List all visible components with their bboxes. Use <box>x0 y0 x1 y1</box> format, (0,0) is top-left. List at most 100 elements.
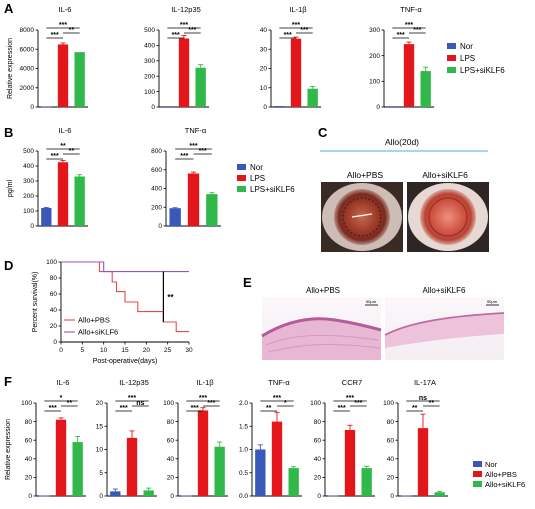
significance-label: *** <box>59 22 67 29</box>
bar-nor <box>41 106 52 108</box>
chart-title: IL-6 <box>57 378 70 387</box>
y-tick-label: 2000 <box>20 85 35 92</box>
bar-lps-siklf6 <box>206 194 218 226</box>
y-tick-label: 400 <box>23 163 34 170</box>
chart-title: IL-6 <box>59 5 72 14</box>
chart-title: IL-1β <box>289 5 307 14</box>
bar-allo-pbs <box>55 419 67 496</box>
bar-lps <box>403 44 415 107</box>
y-tick-label: 0 <box>317 493 321 500</box>
x-axis-label: Post-operative(days) <box>93 358 158 365</box>
bar-lps <box>290 38 302 107</box>
y-tick-label: 300 <box>144 58 155 65</box>
y-tick-label: 400 <box>144 43 155 50</box>
y-tick-label: 60 <box>314 437 322 444</box>
y-tick-label: 15 <box>96 423 104 430</box>
significance-label: *** <box>338 405 346 412</box>
chart-title: IL-12p35 <box>171 5 201 14</box>
bar-allo-siklf6 <box>72 442 83 496</box>
legend-panel-f: Nor Allo+PBS Allo+siKLF6 <box>473 460 525 489</box>
y-tick-label: 20 <box>167 475 175 482</box>
bar-allo-siklf6 <box>214 446 225 496</box>
y-tick-label: 40 <box>260 27 268 34</box>
significance-label: *** <box>51 153 59 160</box>
chart-title: IL-17A <box>414 378 436 387</box>
y-axis-label: Percent survival(%) <box>32 272 39 333</box>
y-tick-label: 0 <box>263 104 267 111</box>
significance-label: *** <box>172 32 180 39</box>
legend-label-nor: Nor <box>460 42 473 51</box>
legend-label-allo-pbs: Allo+PBS <box>485 470 517 479</box>
histology-pbs-tissue <box>262 318 381 360</box>
y-tick-label: 20 <box>96 400 104 407</box>
significance-label: * <box>284 400 287 407</box>
legend-swatch-allo-pbs <box>473 471 482 477</box>
panel-letter-b: B <box>4 125 13 140</box>
bar-allo-pbs <box>344 429 356 496</box>
significance-label: ** <box>60 143 66 150</box>
bar-allo-pbs <box>271 421 283 496</box>
y-tick-label: 200 <box>369 53 380 60</box>
significance-label: *** <box>346 395 354 402</box>
significance-label: *** <box>292 22 300 29</box>
y-tick-label: 10 <box>96 447 104 454</box>
bar-lps <box>178 38 190 107</box>
histology-pbs-epithelium <box>261 317 382 338</box>
legend-swatch-allo-siklf6 <box>473 481 482 487</box>
x-tick-label: 5 <box>81 347 85 354</box>
y-tick-label: 1.5 <box>239 423 248 430</box>
significance-label: ** <box>167 293 174 302</box>
y-tick-label: 0 <box>28 493 32 500</box>
bar-lps <box>187 173 200 226</box>
bar-lps <box>57 44 69 107</box>
y-tick-label: 100 <box>369 79 380 86</box>
bar-allo-siklf6 <box>434 492 445 496</box>
y-tick-label: 100 <box>383 400 394 407</box>
y-tick-label: 800 <box>151 148 162 155</box>
bar-nor <box>169 208 181 226</box>
y-tick-label: 40 <box>167 456 175 463</box>
y-tick-label: 4000 <box>20 66 35 73</box>
panel-e-left-label: Allo+PBS <box>306 286 340 295</box>
bar-allo-siklf6 <box>143 490 154 496</box>
y-tick-label: 80 <box>50 275 58 282</box>
y-tick-label: 100 <box>21 400 32 407</box>
significance-label: *** <box>354 400 362 407</box>
chart-title: IL-6 <box>59 126 72 135</box>
significance-label: ** <box>69 27 75 34</box>
legend-label-nor: Nor <box>485 460 498 469</box>
y-tick-label: 40 <box>387 456 395 463</box>
significance-label: *** <box>120 405 128 412</box>
bar-nor <box>328 495 339 497</box>
y-axis-label: pg/ml <box>7 180 14 198</box>
survival-line-allo-siklf6 <box>61 261 189 273</box>
significance-label: *** <box>199 395 207 402</box>
panel-letter-c: C <box>318 125 328 140</box>
significance-label: ns <box>419 395 427 402</box>
histology-siklf6-epithelium <box>384 312 505 336</box>
bar-nor <box>387 106 398 108</box>
y-tick-label: 60 <box>25 437 33 444</box>
legend-label-nor: Nor <box>250 163 263 172</box>
y-tick-label: 300 <box>23 178 34 185</box>
y-tick-label: 60 <box>167 437 175 444</box>
chart-title: TNF-α <box>400 5 422 14</box>
bar-chart-f-il17a: 0 20 40 60 80 100 IL-17A **ns** <box>383 378 448 500</box>
y-tick-label: 5 <box>99 470 103 477</box>
significance-label: *** <box>273 395 281 402</box>
legend-swatch-lps <box>237 175 246 181</box>
y-tick-label: 300 <box>369 27 380 34</box>
significance-label: ** <box>412 405 418 412</box>
eye-photo-pbs-reflection <box>351 213 373 218</box>
y-tick-label: 0 <box>158 223 162 230</box>
y-tick-label: 0 <box>376 104 380 111</box>
y-tick-label: 200 <box>151 204 162 211</box>
histology-siklf6-scalebar-label: 50μm <box>487 299 498 304</box>
significance-label: *** <box>191 405 199 412</box>
legend-swatch-lps-siklf6 <box>447 67 456 73</box>
